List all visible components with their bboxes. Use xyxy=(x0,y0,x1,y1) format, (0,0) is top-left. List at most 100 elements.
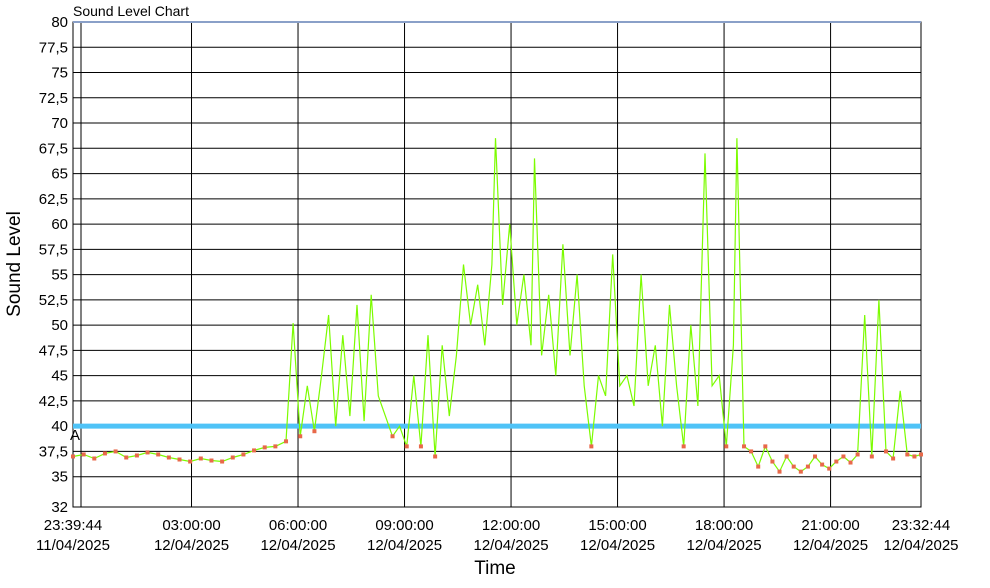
series-layer xyxy=(71,138,923,474)
data-point xyxy=(681,444,686,449)
x-tick-time: 21:00:00 xyxy=(801,517,859,534)
y-tick-label: 60 xyxy=(51,216,68,233)
data-point xyxy=(791,464,796,469)
x-tick-time: 15:00:00 xyxy=(588,517,646,534)
y-tick-label: 80 xyxy=(51,14,68,31)
series-line xyxy=(72,138,922,473)
x-tick-date: 11/04/2025 xyxy=(36,537,110,554)
x-tick-time: 12:00:00 xyxy=(482,517,540,534)
data-point xyxy=(742,444,747,449)
x-axis-ticks: 23:39:44 11/04/2025 03:00:00 12/04/2025 06:0… xyxy=(36,517,959,554)
data-point xyxy=(749,449,754,454)
threshold-label: A xyxy=(70,427,80,444)
y-tick-label: 32 xyxy=(51,499,68,516)
y-tick-label: 77,5 xyxy=(39,39,68,56)
x-tick-date: 12/04/2025 xyxy=(474,537,549,554)
y-tick-label: 72,5 xyxy=(39,90,68,107)
data-point xyxy=(784,454,789,459)
y-tick-label: 42,5 xyxy=(39,393,68,410)
data-point xyxy=(262,445,267,450)
data-point xyxy=(834,459,839,464)
data-point xyxy=(145,450,150,455)
plot-area xyxy=(72,21,922,508)
y-axis-ticks: 32 35 37,5 40 42,5 45 47,5 50 52,5 55 57,5 60 62,5 65… xyxy=(39,14,68,516)
data-point xyxy=(312,429,317,434)
x-axis-label: Time xyxy=(474,558,516,579)
x-tick-time: 09:00:00 xyxy=(375,517,433,534)
data-point xyxy=(273,444,278,449)
data-point xyxy=(188,459,193,464)
data-point xyxy=(433,454,438,459)
threshold-line: A xyxy=(70,423,921,444)
y-tick-label: 45 xyxy=(51,368,68,385)
x-tick-date: 12/04/2025 xyxy=(793,537,868,554)
y-tick-label: 50 xyxy=(51,317,68,334)
data-point xyxy=(230,455,235,460)
data-point xyxy=(418,444,423,449)
y-tick-label: 55 xyxy=(51,267,68,284)
y-tick-label: 37,5 xyxy=(39,443,68,460)
x-tick-time: 23:32:44 xyxy=(892,517,950,534)
data-point xyxy=(763,444,768,449)
chart-title: Sound Level Chart xyxy=(73,3,189,19)
data-point xyxy=(912,454,917,459)
y-tick-label: 35 xyxy=(51,469,68,486)
data-point xyxy=(855,452,860,457)
data-point xyxy=(820,462,825,467)
data-point xyxy=(177,457,182,462)
x-tick-time: 06:00:00 xyxy=(269,517,327,534)
data-point xyxy=(798,469,803,474)
y-tick-label: 75 xyxy=(51,65,68,82)
data-point xyxy=(241,452,246,457)
data-point xyxy=(284,439,289,444)
x-tick-date: 12/04/2025 xyxy=(260,537,335,554)
y-tick-label: 62,5 xyxy=(39,191,68,208)
data-point xyxy=(777,469,782,474)
x-tick-date: 12/04/2025 xyxy=(154,537,229,554)
data-point xyxy=(102,451,107,456)
y-tick-label: 47,5 xyxy=(39,342,68,359)
x-tick-date: 12/04/2025 xyxy=(580,537,655,554)
data-point xyxy=(209,458,214,463)
data-point xyxy=(71,454,75,459)
data-point xyxy=(156,452,161,457)
data-point xyxy=(166,455,171,460)
data-point xyxy=(92,456,97,461)
data-point xyxy=(841,454,846,459)
data-point xyxy=(827,466,832,471)
data-point xyxy=(81,452,86,457)
x-tick-date: 12/04/2025 xyxy=(883,537,958,554)
data-point xyxy=(589,444,594,449)
data-point xyxy=(848,460,853,465)
data-point xyxy=(919,452,923,457)
data-point xyxy=(884,449,889,454)
data-point xyxy=(198,456,203,461)
data-point xyxy=(770,459,775,464)
data-point xyxy=(813,454,818,459)
data-point xyxy=(124,455,129,460)
y-tick-label: 52,5 xyxy=(39,292,68,309)
data-point xyxy=(891,456,896,461)
data-point xyxy=(390,434,395,439)
x-tick-time: 18:00:00 xyxy=(695,517,753,534)
y-tick-label: 40 xyxy=(51,418,68,435)
x-tick-time: 03:00:00 xyxy=(162,517,220,534)
data-point xyxy=(869,454,874,459)
y-tick-label: 70 xyxy=(51,115,68,132)
y-tick-label: 67,5 xyxy=(39,140,68,157)
data-point xyxy=(905,452,910,457)
x-tick-date: 12/04/2025 xyxy=(367,537,442,554)
data-point xyxy=(113,449,118,454)
y-axis-label: Sound Level xyxy=(4,211,25,317)
y-tick-label: 57,5 xyxy=(39,241,68,258)
x-tick-time: 23:39:44 xyxy=(44,517,102,534)
data-point xyxy=(298,434,303,439)
data-point xyxy=(724,444,729,449)
x-tick-date: 12/04/2025 xyxy=(687,537,762,554)
data-point xyxy=(805,464,810,469)
y-tick-label: 65 xyxy=(51,166,68,183)
data-point xyxy=(134,453,139,458)
data-point xyxy=(404,444,409,449)
data-point xyxy=(220,459,225,464)
